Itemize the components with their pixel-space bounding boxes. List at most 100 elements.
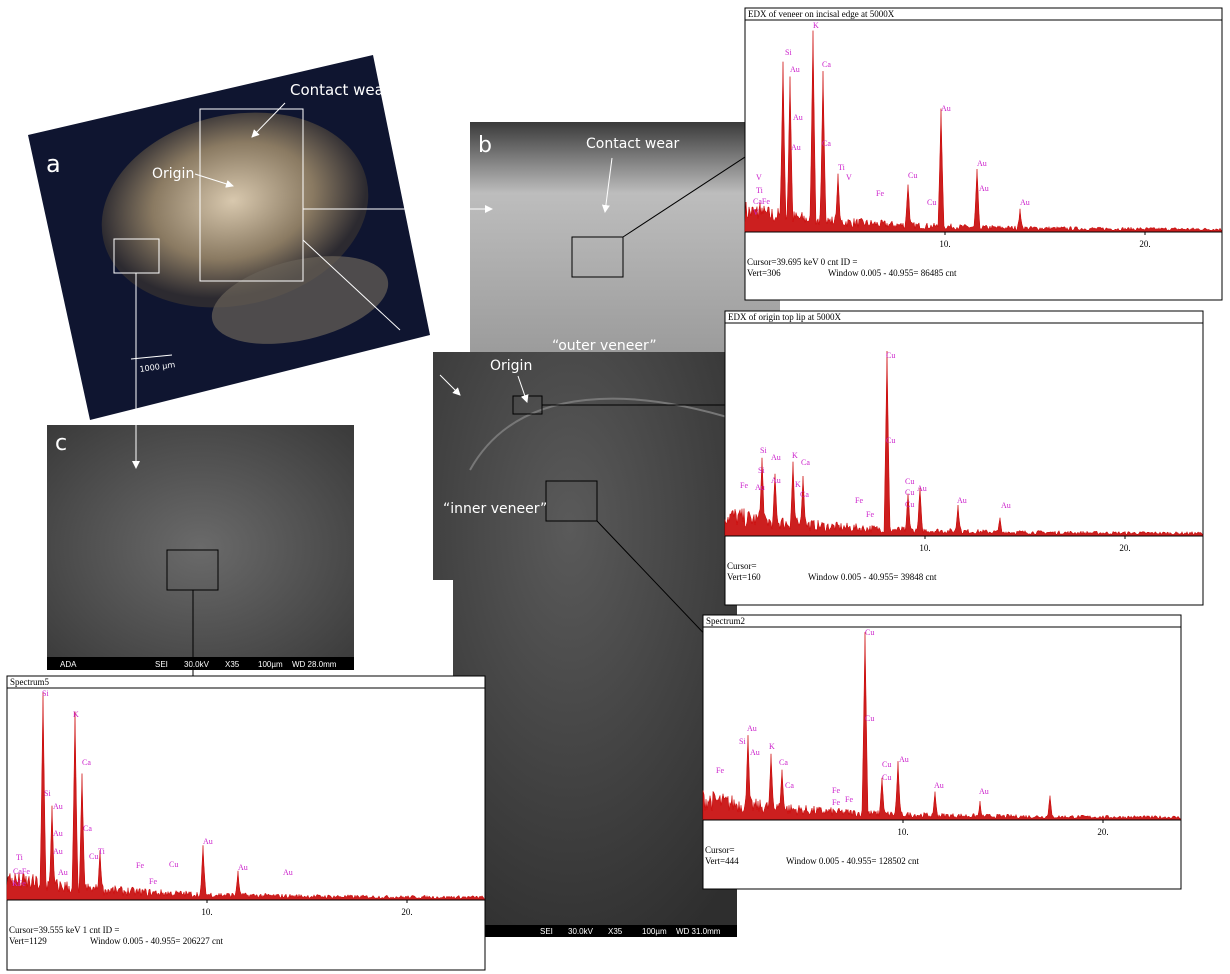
peak-label: Cu — [89, 852, 98, 861]
peak-label: Ca — [83, 824, 92, 833]
peak-label: Au — [977, 159, 987, 168]
peak-label: Au — [793, 113, 803, 122]
peak-label: K — [795, 480, 801, 489]
peak-label: Fe — [832, 798, 840, 807]
annotation: Origin — [152, 166, 194, 182]
annotation: “inner veneer” — [443, 501, 547, 517]
peak-label: Au — [53, 829, 63, 838]
x-tick-label: 10. — [201, 907, 212, 917]
peak-label: Fe — [832, 786, 840, 795]
peak-label: Fe — [740, 481, 748, 490]
peak-label: Au — [1020, 198, 1030, 207]
window-text: Window 0.005 - 40.955= 128502 cnt — [786, 856, 919, 866]
peak-label: V — [753, 208, 759, 217]
peak-label: Au — [917, 484, 927, 493]
footer-text: 100µm — [642, 927, 667, 936]
peak-label: Fe — [845, 795, 853, 804]
peak-label: Ca — [779, 758, 788, 767]
sem-c — [47, 425, 354, 670]
peak-label: K — [792, 451, 798, 460]
x-tick-label: 20. — [1097, 827, 1108, 837]
spectrum-title: Spectrum5 — [10, 677, 49, 687]
peak-label: Au — [791, 143, 801, 152]
window-text: Window 0.005 - 40.955= 206227 cnt — [90, 936, 223, 946]
peak-label: Cu — [169, 860, 178, 869]
panel-label: b — [478, 133, 492, 158]
peak-label: Cu — [865, 628, 874, 637]
x-tick-label: 20. — [401, 907, 412, 917]
footer-text: X35 — [608, 927, 623, 936]
peak-label: Ca — [82, 758, 91, 767]
peak-label: Au — [941, 104, 951, 113]
cursor-text: Cursor= — [705, 845, 735, 855]
spectrum-title: EDX of veneer on incisal edge at 5000X — [748, 9, 895, 19]
peak-label: V — [846, 173, 852, 182]
footer-text: ADA — [60, 660, 77, 669]
window-text: Window 0.005 - 40.955= 39848 cnt — [808, 572, 937, 582]
x-tick-label: 10. — [939, 239, 950, 249]
peak-label: Au — [283, 868, 293, 877]
annotation: “outer veneer” — [552, 338, 657, 354]
peak-label: Au — [58, 868, 68, 877]
peak-label: Ca — [822, 139, 831, 148]
peak-label: Fe — [716, 766, 724, 775]
vert-text: Vert=1129 — [9, 936, 47, 946]
peak-label: Au — [899, 755, 909, 764]
peak-label: Au — [203, 837, 213, 846]
peak-label: Ca — [785, 781, 794, 790]
peak-label: CaFe — [13, 867, 30, 876]
footer-text: WD 28.0mm — [292, 660, 337, 669]
peak-label: CaFe — [753, 197, 770, 206]
footer-text: SEI — [540, 927, 553, 936]
peak-label: Ca — [800, 490, 809, 499]
peak-label: Au — [771, 476, 781, 485]
footer-text: 100µm — [258, 660, 283, 669]
peak-label: Si — [785, 48, 792, 57]
peak-label: V — [756, 173, 762, 182]
x-tick-label: 10. — [919, 543, 930, 553]
peak-label: Ti — [838, 163, 846, 172]
peak-label: Cu — [882, 773, 891, 782]
annotation: Contact wear — [586, 136, 680, 152]
peak-label: Ca — [801, 458, 810, 467]
peak-label: Au — [771, 453, 781, 462]
peak-label: Si — [42, 689, 49, 698]
spectrum-title: EDX of origin top lip at 5000X — [728, 312, 841, 322]
peak-label: Cu — [905, 477, 914, 486]
cursor-text: Cursor=39.695 keV 0 cnt ID = — [747, 257, 857, 267]
figure: a Contact wear Origin 1000 µm b Contact … — [0, 0, 1230, 974]
panel-label: c — [55, 431, 67, 456]
peak-label: Fe — [876, 189, 884, 198]
annotation: Origin — [490, 358, 532, 374]
cursor-text: Cursor= — [727, 561, 757, 571]
peak-label: Cu — [865, 714, 874, 723]
peak-label: Au — [53, 802, 63, 811]
peak-label: Au — [1001, 501, 1011, 510]
peak-label: Cu — [886, 436, 895, 445]
peak-label: K — [813, 21, 819, 30]
peak-label: Au — [755, 483, 765, 492]
annotation: Contact wear — [290, 81, 391, 99]
peak-label: Au — [747, 724, 757, 733]
peak-label: Cu — [927, 198, 936, 207]
peak-label: K — [73, 710, 79, 719]
peak-label: Si — [44, 789, 51, 798]
peak-label: Ti — [98, 847, 106, 856]
peak-label: Cu — [882, 760, 891, 769]
peak-label: Au — [750, 748, 760, 757]
footer-text: 30.0kV — [184, 660, 210, 669]
peak-label: K — [769, 742, 775, 751]
footer-text: 30.0kV — [568, 927, 594, 936]
vert-text: Vert=444 — [705, 856, 739, 866]
peak-label: Cu — [886, 351, 895, 360]
peak-label: KFe — [12, 879, 26, 888]
footer-text: X35 — [225, 660, 240, 669]
panel-label: a — [46, 150, 61, 178]
spectrum-title: Spectrum2 — [706, 616, 745, 626]
peak-label: Au — [238, 863, 248, 872]
footer-text: SEI — [155, 660, 168, 669]
peak-label: Fe — [136, 861, 144, 870]
peak-label: Au — [53, 847, 63, 856]
peak-label: Au — [934, 781, 944, 790]
cursor-text: Cursor=39.555 keV 1 cnt ID = — [9, 925, 119, 935]
